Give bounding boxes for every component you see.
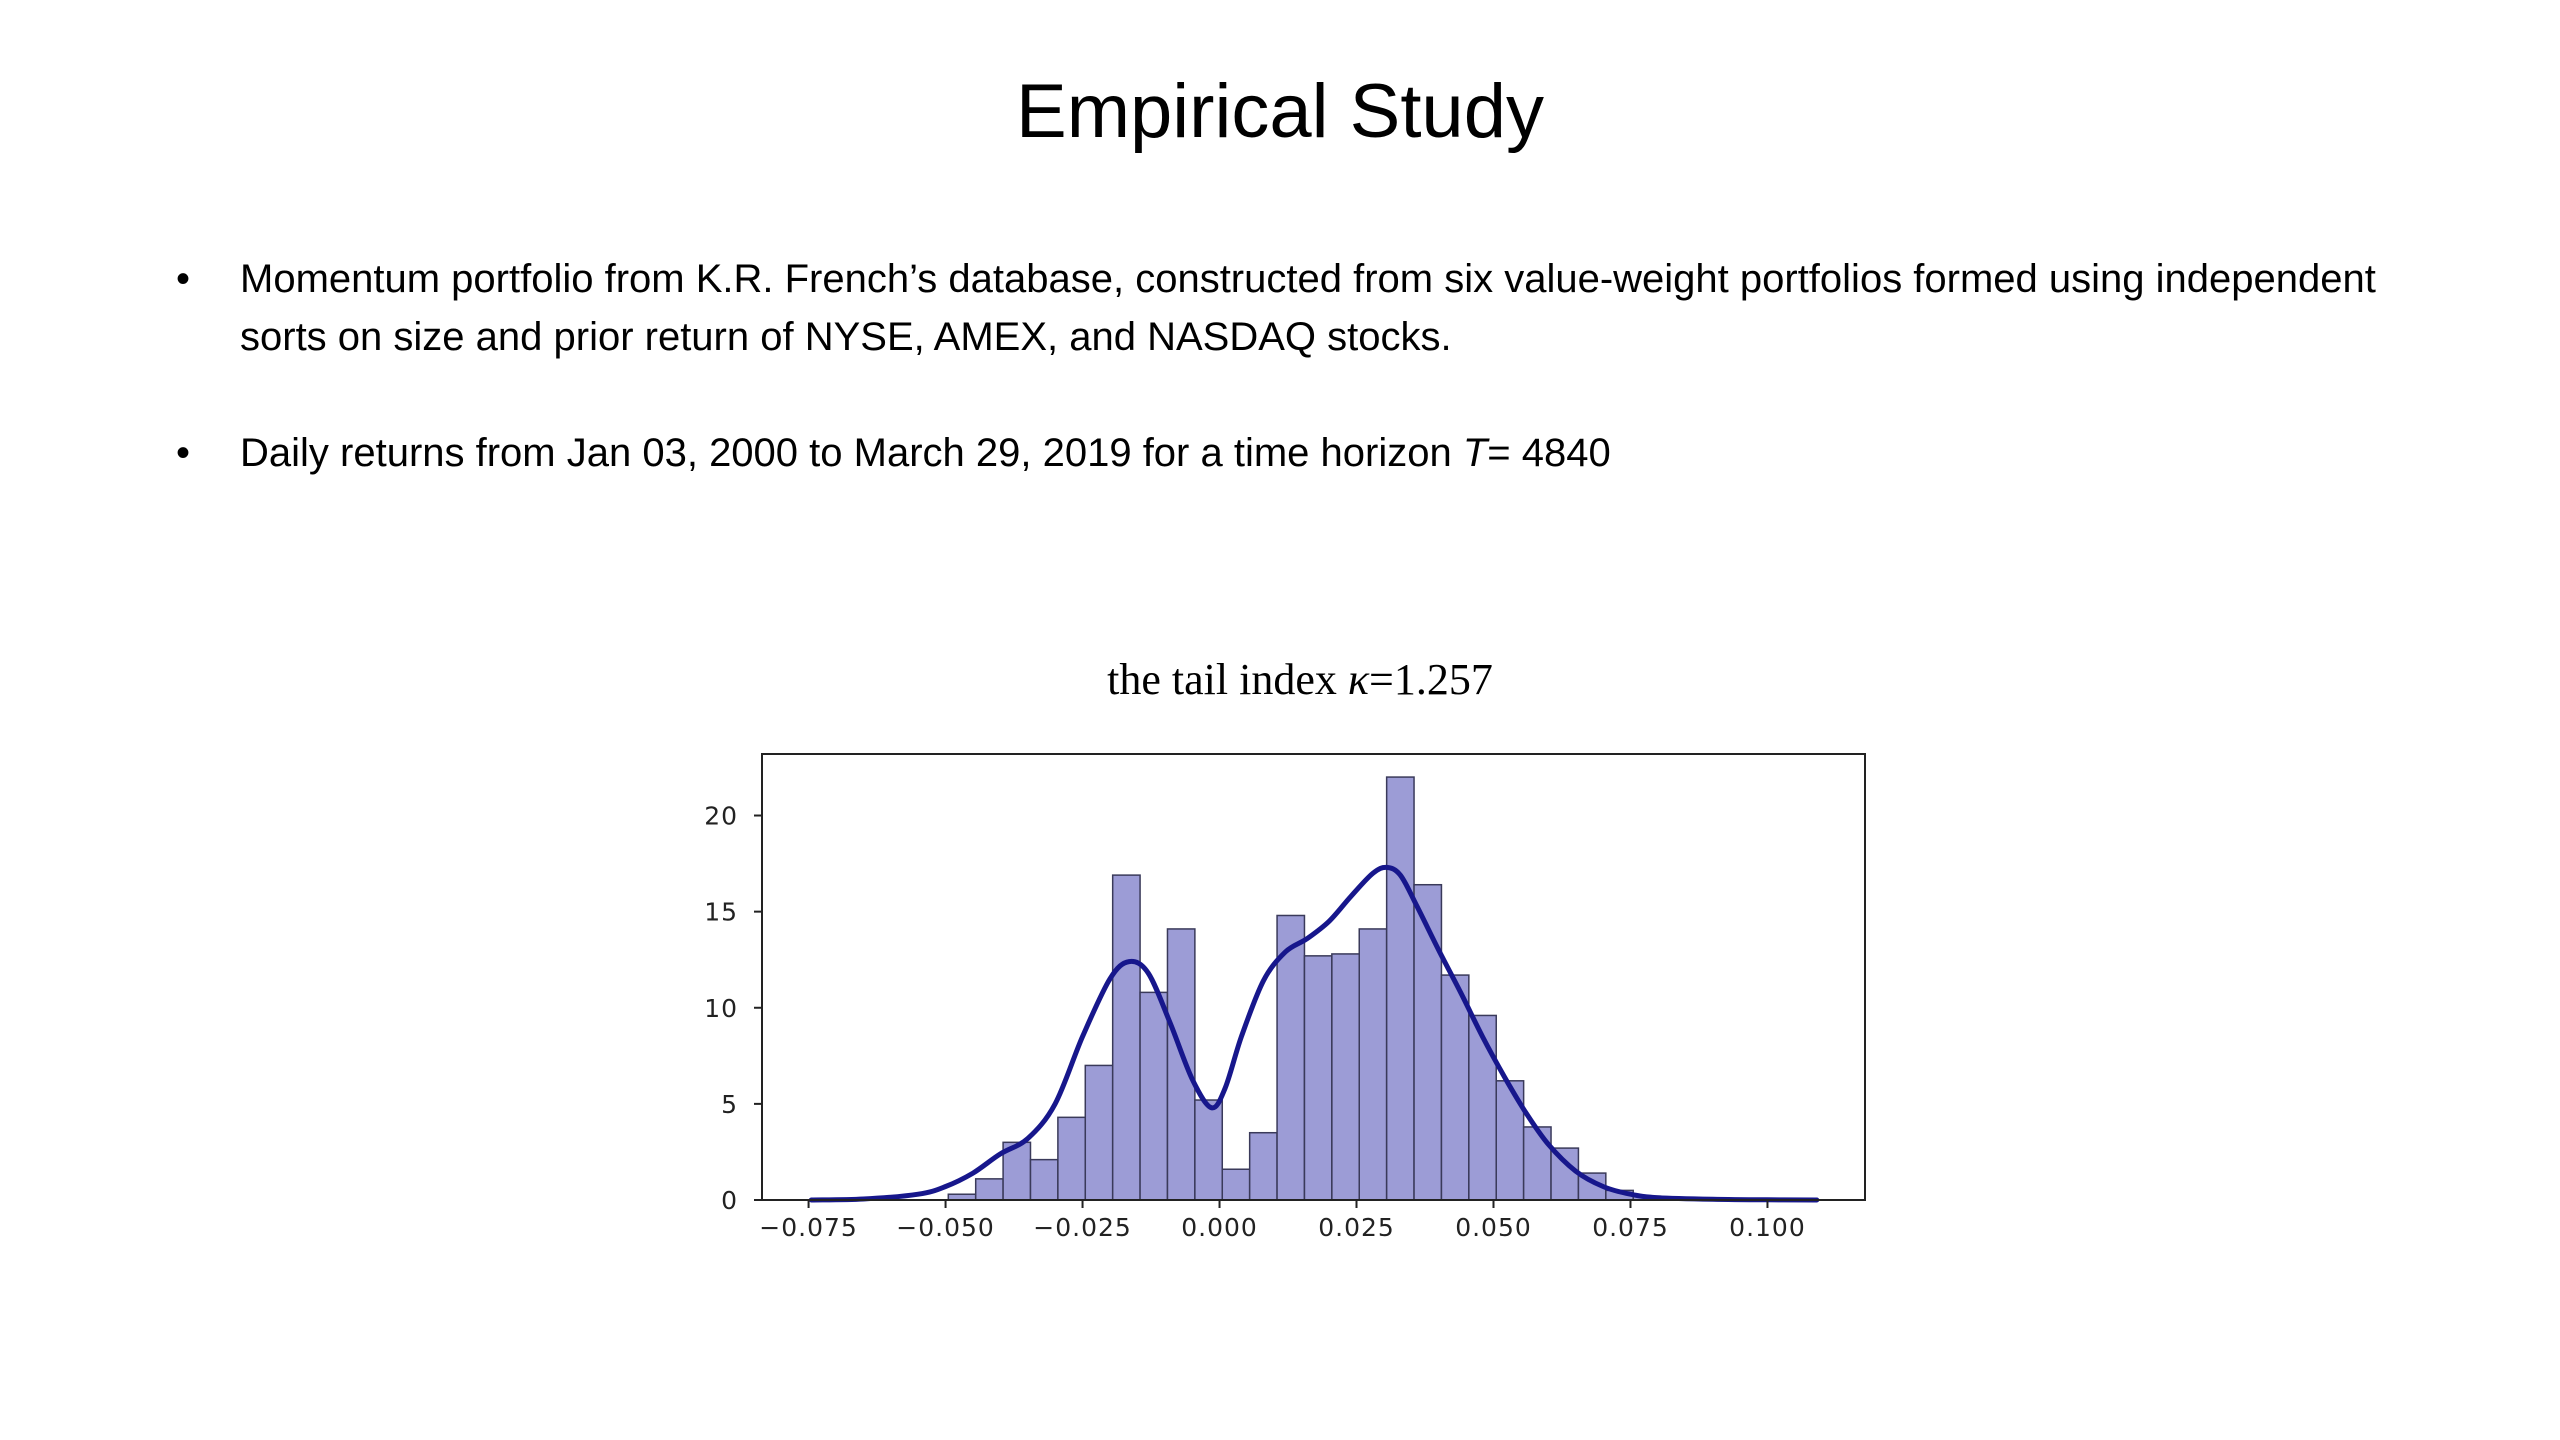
histogram-bar (974, 1178, 1004, 1201)
bullet-text-1: Momentum portfolio from K.R. French’s da… (240, 257, 2376, 359)
histogram-bar (1440, 974, 1470, 1201)
chart-title: the tail index κ=1.257 (20, 650, 2560, 710)
bullet-marker: • (176, 257, 191, 301)
x-tick-label: −0.075 (759, 1213, 858, 1242)
histogram-bar (1358, 928, 1388, 1201)
x-tick-label: 0.050 (1455, 1213, 1532, 1242)
plot-frame (761, 753, 1866, 1201)
bullet-marker: • (176, 431, 191, 475)
x-tick-label: 0.000 (1181, 1213, 1258, 1242)
histogram-bar (1194, 1099, 1224, 1201)
histogram-bar (1221, 1168, 1251, 1201)
histogram-bar (1413, 883, 1443, 1201)
x-tick-label: 0.100 (1729, 1213, 1806, 1242)
histogram-bar (1303, 955, 1333, 1201)
y-axis: 0 5 10 15 20 (704, 802, 762, 1215)
histogram-bar (1057, 1116, 1087, 1201)
bars-layer (947, 776, 1662, 1201)
y-tick-label: 5 (721, 1090, 738, 1119)
bullet-text-2-after: = 4840 (1487, 431, 1611, 475)
x-axis: −0.075 −0.050 −0.025 0.000 0.025 0.050 0.075 0.… (759, 1200, 1805, 1242)
histogram-bar (1632, 1195, 1662, 1201)
chart-title-symbol: κ (1347, 655, 1369, 704)
histogram-bar (1002, 1141, 1032, 1201)
y-tick-label: 10 (704, 994, 738, 1023)
x-tick-label: 0.075 (1592, 1213, 1669, 1242)
histogram-bar (1605, 1189, 1634, 1201)
bullet-item-1: • Momentum portfolio from K.R. French’s … (170, 250, 2410, 366)
histogram-bar (1276, 914, 1306, 1201)
histogram-bar (1084, 1064, 1114, 1201)
histogram-bar (1522, 1126, 1552, 1201)
histogram-bar (1550, 1147, 1580, 1201)
histogram-bar (1029, 1158, 1059, 1201)
histogram-bar (1139, 991, 1169, 1201)
slide-title: Empirical Study (1016, 69, 1544, 154)
bullet-text-2-italic: T (1462, 431, 1488, 475)
histogram-bar (1468, 1014, 1497, 1201)
histogram-bar (1111, 874, 1141, 1201)
histogram-bar (1248, 1131, 1278, 1201)
bullet-list: • Momentum portfolio from K.R. French’s … (170, 250, 2410, 540)
histogram-bar (947, 1193, 977, 1201)
x-tick-label: −0.050 (896, 1213, 995, 1242)
histogram-bar (1166, 928, 1196, 1201)
histogram-bar (1495, 1080, 1525, 1201)
bullet-item-2: • Daily returns from Jan 03, 2000 to Mar… (170, 424, 2410, 482)
histogram-bar (1331, 953, 1361, 1201)
chart-title-after: =1.257 (1369, 655, 1493, 704)
x-tick-label: −0.025 (1033, 1213, 1132, 1242)
histogram-bar (1577, 1172, 1607, 1201)
histogram-bar (1385, 776, 1415, 1201)
y-tick-label: 20 (704, 802, 738, 831)
kde-density-line (808, 864, 1820, 1203)
y-tick-label: 15 (704, 898, 738, 927)
x-tick-label: 0.025 (1318, 1213, 1395, 1242)
bullet-text-2-before: Daily returns from Jan 03, 2000 to March… (240, 431, 1463, 475)
y-tick-label: 0 (721, 1186, 738, 1215)
chart-title-before: the tail index (1107, 655, 1348, 704)
